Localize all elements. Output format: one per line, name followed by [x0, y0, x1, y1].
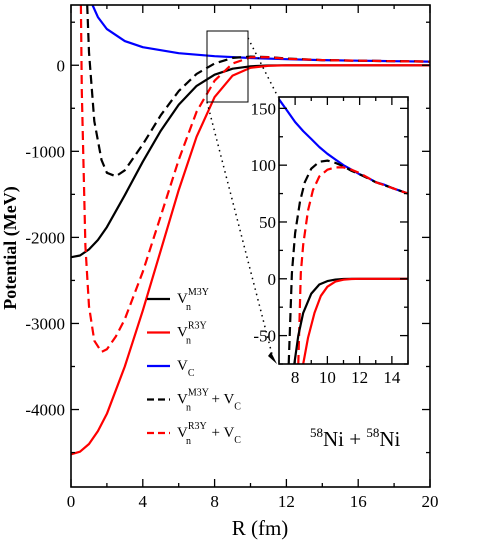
reaction-nucleus-2: Ni: [379, 427, 400, 451]
legend: VM3Y n VR3Y n VC VM3Y n+ VC VR3Y n+ VC: [147, 287, 241, 447]
main-curves: [71, 5, 430, 456]
main-y-tick-label: -1000: [25, 142, 65, 161]
inset-y-tick-label: 100: [251, 156, 277, 175]
main-x-tick-label: 20: [422, 492, 439, 511]
main-x-tick-label: 0: [67, 492, 76, 511]
zoom-arrowhead: [268, 352, 277, 364]
reaction-annotation: 58Ni + 58Ni: [310, 425, 401, 451]
inset-series-v-n-r3y-v-c: [297, 166, 408, 364]
zoom-connector-bottom: [206, 101, 275, 363]
inset-ticks: 8 10 12 14 150 100 50 0 -50: [251, 97, 409, 387]
main-ticks: 0 4 8 12 16 20 0 -1000 -2000 -3000 -4000: [25, 5, 439, 511]
reaction-mass-2: 58: [366, 425, 379, 440]
zoom-region-box: [206, 30, 249, 103]
x-axis-title: R (fm): [232, 516, 289, 540]
main-x-tick-label: 16: [350, 492, 367, 511]
zoom-connector-top: [247, 37, 279, 98]
main-x-tick-label: 4: [139, 492, 148, 511]
main-y-tick-label: 0: [57, 56, 66, 75]
inset-curves: [279, 98, 408, 364]
reaction-mass-1: 58: [310, 425, 323, 440]
inset-y-tick-label: -50: [253, 327, 276, 346]
inset-x-tick-label: 14: [383, 368, 401, 387]
legend-label-v-n-m3y-v-c: VM3Y n+ VC: [177, 388, 241, 414]
inset-background: [279, 97, 408, 364]
y-axis-title: Potential (MeV): [0, 186, 21, 309]
main-chart: 0 4 8 12 16 20 0 -1000 -2000 -3000 -4000 R (fm) Po…: [0, 4, 439, 540]
inset-x-tick-label: 10: [319, 368, 336, 387]
legend-label-v-c: VC: [177, 358, 195, 379]
reaction-nucleus-1: Ni +: [323, 427, 366, 451]
inset-x-tick-label: 8: [291, 368, 300, 387]
inset-y-tick-label: 50: [259, 213, 276, 232]
inset-series-v-n-m3y-v-c: [287, 159, 408, 364]
inset-x-tick-label: 12: [351, 368, 368, 387]
main-x-tick-label: 8: [210, 492, 219, 511]
legend-label-v-n-r3y-v-c: VR3Y n+ VC: [177, 421, 241, 447]
inset-y-tick-label: 150: [251, 99, 277, 118]
inset-chart: 8 10 12 14 150 100 50 0 -50: [251, 96, 409, 387]
main-series-v-n-r3y: [71, 64, 430, 456]
main-y-tick-label: -2000: [25, 228, 65, 247]
main-series-v-n-m3y-v-c: [86, 5, 430, 178]
main-y-tick-label: -4000: [25, 401, 65, 420]
main-x-tick-label: 12: [278, 492, 295, 511]
main-series-v-n-r3y-v-c: [79, 5, 430, 353]
inset-series-v-n-r3y: [302, 277, 408, 364]
legend-label-v-n-m3y: VM3Y n: [177, 287, 209, 313]
main-y-tick-label: -3000: [25, 314, 65, 333]
inset-y-tick-label: 0: [268, 270, 277, 289]
legend-label-v-n-r3y: VR3Y n: [177, 321, 207, 347]
